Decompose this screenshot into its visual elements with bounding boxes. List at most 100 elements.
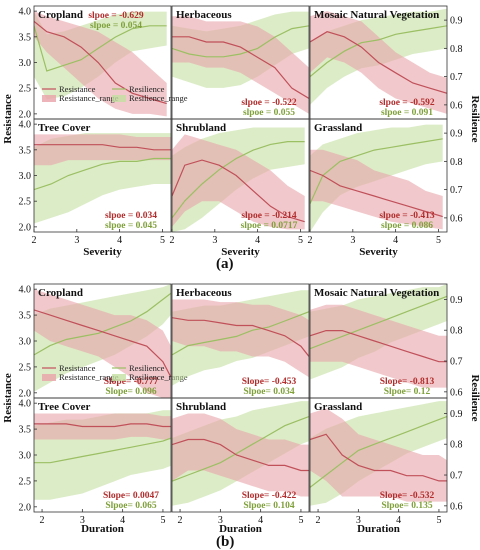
y-axis-label-right: Resilience bbox=[469, 374, 480, 421]
legend-resistance-range-swatch bbox=[42, 374, 56, 381]
y-tick-label-left: 4.0 bbox=[19, 285, 32, 296]
y-tick-label-left: 2.5 bbox=[19, 197, 32, 208]
x-tick-label: 5 bbox=[298, 235, 303, 246]
plot-area bbox=[172, 290, 309, 386]
panel-title: Mosaic Natural Vegetation bbox=[314, 9, 439, 21]
y-tick-label-left: 4.0 bbox=[19, 120, 32, 131]
x-tick-label: 2 bbox=[170, 235, 175, 246]
slope-resilience-label: slpoe = 0.055 bbox=[243, 108, 295, 118]
resistance-line bbox=[172, 36, 309, 100]
resistance-range-band bbox=[34, 11, 167, 117]
slope-resilience-label: Slope= 0.096 bbox=[105, 387, 157, 397]
legend-resistance-range-swatch bbox=[42, 95, 56, 102]
resilience-line bbox=[172, 415, 309, 482]
resistance-range-band bbox=[172, 299, 309, 378]
x-tick-label: 3 bbox=[212, 235, 217, 246]
slope-resistance-label: Slope= -0.813 bbox=[380, 377, 435, 387]
y-tick-label-right: 0.8 bbox=[450, 440, 463, 451]
panel-title: Tree Cover bbox=[38, 401, 91, 413]
x-tick-label: 2 bbox=[178, 515, 183, 526]
panel-frame bbox=[309, 118, 448, 233]
resistance-range-band bbox=[172, 16, 309, 114]
resistance-line bbox=[34, 20, 167, 105]
plot-area bbox=[172, 11, 309, 114]
y-tick-label-left: 3.0 bbox=[19, 451, 32, 462]
plot-area bbox=[172, 401, 309, 506]
plot-area bbox=[310, 401, 447, 506]
y-axis-label-right: Resilience bbox=[469, 95, 480, 142]
slope-resilience-label: slpoe = 0.045 bbox=[105, 221, 157, 231]
resilience-line bbox=[310, 415, 447, 488]
x-tick-label: 4 bbox=[258, 515, 263, 526]
y-tick-label-right: 0.9 bbox=[450, 129, 463, 140]
resilience-line bbox=[172, 25, 309, 58]
slope-resistance-label: slpoe = 0.034 bbox=[105, 211, 157, 221]
slope-resistance-label: slpoe = -0.629 bbox=[88, 11, 144, 21]
y-tick-label-right: 0.8 bbox=[450, 44, 463, 55]
y-tick-label-right: 0.8 bbox=[450, 157, 463, 168]
x-axis-label: Severity bbox=[221, 246, 260, 258]
y-tick-label-left: 2.5 bbox=[19, 476, 32, 487]
plot-area bbox=[172, 127, 305, 232]
x-tick-label: 4 bbox=[255, 235, 260, 246]
y-axis-label-left: Resistance bbox=[2, 94, 14, 144]
x-tick-label: 4 bbox=[117, 235, 122, 246]
plot-area bbox=[34, 284, 171, 398]
plot-area bbox=[34, 11, 167, 117]
y-tick-label-right: 0.7 bbox=[450, 185, 463, 196]
slope-resilience-label: Slpoe= 0.034 bbox=[243, 387, 295, 397]
y-tick-label-left: 2.0 bbox=[19, 109, 32, 120]
slope-resistance-label: slpoe = -0.413 bbox=[379, 211, 435, 221]
legend-resilience-range-label: Resilience_range bbox=[129, 372, 188, 382]
panel-title: Herbaceous bbox=[176, 287, 232, 299]
slope-resistance-label: slpoe = -0.592 bbox=[379, 98, 435, 108]
panel-title: Cropland bbox=[38, 287, 83, 299]
x-axis-label: Duration bbox=[357, 523, 400, 535]
x-tick-label: 5 bbox=[436, 515, 441, 526]
figure-label-a: (a) bbox=[216, 256, 234, 272]
legend-resilience-label: Resilience bbox=[129, 84, 165, 94]
panel-title: Cropland bbox=[38, 9, 83, 21]
y-tick-label-right: 0.9 bbox=[450, 295, 463, 306]
y-tick-label-right: 0.9 bbox=[450, 409, 463, 420]
x-tick-label: 3 bbox=[356, 515, 361, 526]
y-tick-label-right: 0.7 bbox=[450, 471, 463, 482]
legend-resilience-label: Resilience bbox=[129, 363, 165, 373]
resilience-line bbox=[310, 138, 443, 205]
resistance-range-band bbox=[34, 134, 171, 166]
legend-resilience-range-swatch bbox=[112, 374, 126, 381]
x-tick-label: 5 bbox=[160, 235, 165, 246]
slope-resistance-label: Slope= -0.777 bbox=[104, 377, 159, 387]
y-tick-label-left: 2.5 bbox=[19, 84, 32, 95]
legend-resilience-range-swatch bbox=[112, 95, 126, 102]
resistance-range-band bbox=[310, 149, 443, 230]
legend-resilience-range-label: Resilience_range bbox=[129, 93, 188, 103]
plot-area bbox=[310, 284, 447, 388]
x-tick-label: 5 bbox=[298, 515, 303, 526]
x-tick-label: 5 bbox=[160, 515, 165, 526]
slope-resilience-label: slpoe = 0.086 bbox=[381, 221, 433, 231]
x-axis-label: Severity bbox=[359, 246, 398, 258]
resilience-line bbox=[34, 25, 167, 72]
y-tick-label-left: 2.0 bbox=[19, 388, 32, 399]
x-tick-label: 3 bbox=[80, 515, 85, 526]
resistance-range-band bbox=[34, 289, 171, 398]
panel-mosaic-natural-vegetation: Mosaic Natural Vegetation Slope= -0.813Sl… bbox=[309, 283, 463, 399]
y-tick-label-left: 2.0 bbox=[19, 502, 32, 513]
panel-mosaic-natural-vegetation: Mosaic Natural Vegetation slpoe = -0.592s… bbox=[309, 5, 463, 120]
plot-area bbox=[34, 410, 171, 500]
slope-resistance-label: Slope= -0.532 bbox=[380, 491, 435, 501]
panel-title: Tree Cover bbox=[38, 122, 91, 134]
resistance-line bbox=[310, 330, 447, 363]
panel-title: Grassland bbox=[314, 122, 362, 134]
y-tick-label-right: 0.6 bbox=[450, 387, 463, 398]
slope-resistance-label: slpoe = -0.214 bbox=[241, 211, 297, 221]
